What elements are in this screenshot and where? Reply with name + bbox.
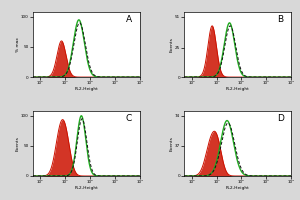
Text: A: A <box>126 15 132 24</box>
X-axis label: FL2-Height: FL2-Height <box>226 87 250 91</box>
Text: C: C <box>126 114 132 123</box>
X-axis label: FL2-Height: FL2-Height <box>74 186 98 190</box>
Y-axis label: Events: Events <box>16 136 20 151</box>
X-axis label: FL2-Height: FL2-Height <box>74 87 98 91</box>
Y-axis label: % max: % max <box>16 37 20 52</box>
X-axis label: FL2-Height: FL2-Height <box>226 186 250 190</box>
Text: D: D <box>277 114 284 123</box>
Y-axis label: Events: Events <box>169 37 174 52</box>
Text: B: B <box>278 15 284 24</box>
Y-axis label: Events: Events <box>169 136 174 151</box>
